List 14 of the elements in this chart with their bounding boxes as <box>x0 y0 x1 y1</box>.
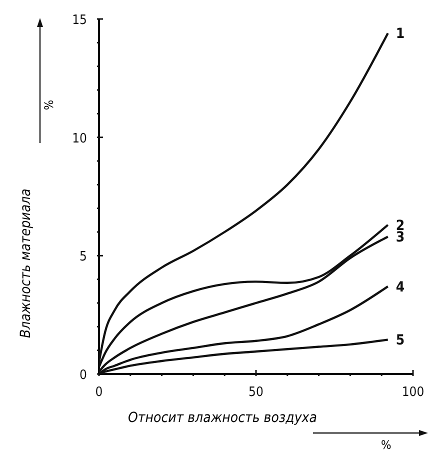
y-tick-label: 15 <box>72 13 87 28</box>
y-tick-label: 0 <box>80 368 87 383</box>
series-label: 1 <box>396 26 405 42</box>
x-axis-title: Относит влажность воздуха <box>128 410 317 426</box>
x-tick-label: 50 <box>248 385 264 400</box>
y-axis-title: Влажность материала <box>18 188 34 338</box>
series-label: 4 <box>396 279 405 296</box>
y-tick-label: 5 <box>80 250 87 265</box>
text: % <box>381 438 392 452</box>
y-tick-label: 10 <box>72 131 87 146</box>
text: % <box>42 100 56 110</box>
x-tick-label: 0 <box>95 385 103 400</box>
x-tick-label: 100 <box>402 385 424 400</box>
series-label: 5 <box>396 332 405 349</box>
